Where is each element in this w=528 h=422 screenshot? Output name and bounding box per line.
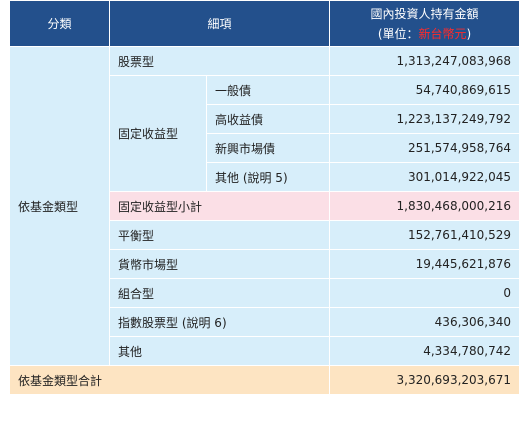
unit-suffix: ) xyxy=(466,26,472,41)
subtotal-label: 固定收益型小計 xyxy=(108,191,331,221)
table-row: 依基金類型 股票型 1,313,247,083,968 xyxy=(9,46,521,366)
row-label: 股票型 xyxy=(108,46,331,76)
table-row: 固定收益型 一般債 54,740,869,615 xyxy=(10,75,521,192)
row-value: 301,014,922,045 xyxy=(329,162,521,192)
row-label: 平衡型 xyxy=(108,220,331,250)
total-label: 依基金類型合計 xyxy=(8,365,331,395)
row-label: 其他 xyxy=(108,336,331,366)
row-value: 251,574,958,764 xyxy=(329,133,521,163)
category-header: 分類 xyxy=(9,0,110,47)
item-header: 細項 xyxy=(108,0,331,47)
fixed-income-group-label: 固定收益型 xyxy=(109,75,207,192)
table-header-row: 分類 細項 國內投資人持有金額 (單位：新台幣元) xyxy=(9,0,521,47)
unit-prefix: (單位： xyxy=(377,26,419,41)
row-value: 1,223,137,249,792 xyxy=(329,104,521,134)
row-value: 436,306,340 xyxy=(329,307,521,337)
total-value: 3,320,693,203,671 xyxy=(329,365,521,395)
row-label: 貨幣市場型 xyxy=(108,249,331,279)
subtotal-value: 1,830,468,000,216 xyxy=(329,191,521,221)
row-value: 4,334,780,742 xyxy=(329,336,521,366)
fund-holdings-table: 分類 細項 國內投資人持有金額 (單位：新台幣元) 依基金類型 股票型 1,31… xyxy=(8,0,521,395)
row-value: 1,313,247,083,968 xyxy=(329,46,521,76)
table-row: 高收益債 1,223,137,249,792 xyxy=(10,104,521,134)
row-value: 152,761,410,529 xyxy=(329,220,521,250)
table-row: 貨幣市場型 19,445,621,876 xyxy=(10,249,521,279)
row-label: 一般債 xyxy=(205,75,331,105)
amount-header: 國內投資人持有金額 (單位：新台幣元) xyxy=(329,0,521,47)
row-value: 54,740,869,615 xyxy=(329,75,521,105)
row-value: 0 xyxy=(329,278,521,308)
row-label: 新興市場債 xyxy=(205,133,331,163)
table-row: 新興市場債 251,574,958,764 xyxy=(10,133,521,163)
table-row: 其他 (說明 5) 301,014,922,045 xyxy=(10,162,521,192)
row-label: 組合型 xyxy=(108,278,331,308)
row-label: 高收益債 xyxy=(205,104,331,134)
unit-currency: 新台幣元 xyxy=(418,26,467,41)
table-row: 指數股票型 (說明 6) 436,306,340 xyxy=(10,307,521,337)
unit-note: (單位：新台幣元) xyxy=(338,24,511,44)
table-row: 平衡型 152,761,410,529 xyxy=(10,220,521,250)
subtotal-row: 固定收益型小計 1,830,468,000,216 xyxy=(10,191,521,221)
total-row: 依基金類型合計 3,320,693,203,671 xyxy=(8,365,521,395)
row-value: 19,445,621,876 xyxy=(329,249,521,279)
amount-header-title: 國內投資人持有金額 xyxy=(370,6,479,21)
group-label-by-fund-type: 依基金類型 xyxy=(9,46,110,366)
row-label: 指數股票型 (說明 6) xyxy=(108,307,331,337)
row-label: 其他 (說明 5) xyxy=(205,162,331,192)
table-row: 其他 4,334,780,742 xyxy=(10,336,521,366)
